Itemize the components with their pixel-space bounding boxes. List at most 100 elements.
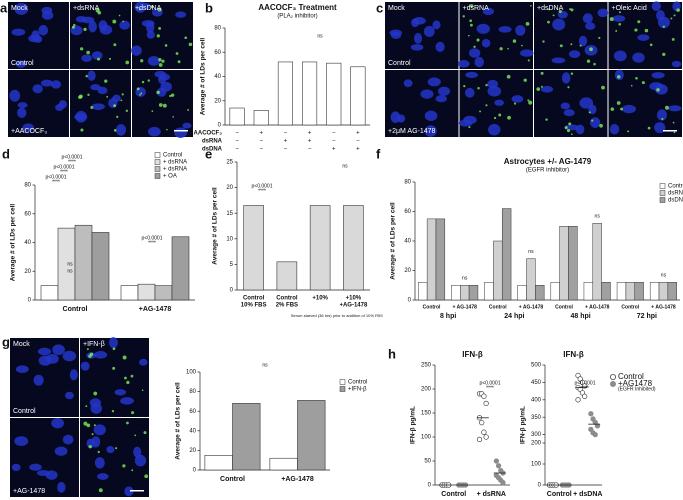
- cell-nucleus: [637, 34, 650, 41]
- cell-nucleus: [423, 25, 435, 38]
- lipid-droplet: [140, 59, 144, 63]
- lipid-droplet: [91, 433, 94, 436]
- lipid-droplet: [523, 78, 527, 82]
- cell-nucleus: [563, 109, 575, 117]
- cell-nucleus: [515, 25, 526, 36]
- bar: [204, 454, 233, 471]
- significance-label: p<0.0001: [62, 154, 83, 160]
- lipid-droplet: [670, 17, 673, 20]
- cell-nucleus: [55, 104, 64, 112]
- cell-nucleus: [154, 70, 167, 78]
- lipid-droplet: [661, 117, 664, 121]
- lipid-droplet: [593, 62, 596, 66]
- image-label: +2μM AG-1478: [388, 128, 436, 135]
- bar: [592, 223, 602, 301]
- cell-nucleus: [578, 35, 588, 47]
- bar: [418, 282, 428, 301]
- cell-nucleus: [91, 51, 103, 60]
- y-tick-label: 80: [24, 183, 31, 189]
- lipid-droplet: [476, 38, 480, 42]
- significance-label: ns: [67, 261, 73, 267]
- legend-swatch: [154, 166, 161, 172]
- lipid-droplet: [566, 128, 571, 133]
- lipid-droplet: [113, 104, 117, 108]
- cell-nucleus: [424, 110, 438, 122]
- y-tick-label: 5: [230, 262, 234, 268]
- significance-label: ns: [661, 273, 667, 279]
- y-axis-label: IFN-β pg/mL: [520, 406, 527, 444]
- cell-nucleus: [97, 86, 108, 95]
- image-label: Control: [388, 60, 411, 67]
- lipid-droplet: [158, 26, 162, 30]
- bar: [460, 285, 470, 301]
- y-tick-label: 60: [24, 211, 31, 217]
- lipid-droplet: [589, 47, 593, 52]
- lipid-droplet: [656, 88, 660, 92]
- x-tick-label: +AG-1478: [139, 306, 172, 313]
- y-tick-label: 50: [424, 459, 431, 465]
- legend-label: + OA: [163, 174, 177, 180]
- cell-nucleus: [28, 34, 41, 43]
- lipid-droplet: [112, 347, 116, 351]
- condition-sign: −: [235, 139, 239, 145]
- group-label: 24 hpi: [504, 313, 524, 320]
- lipid-droplet: [591, 119, 594, 122]
- lipid-droplet: [124, 376, 127, 380]
- condition-sign: +: [356, 147, 360, 153]
- data-point: [481, 429, 487, 435]
- lipid-droplet: [485, 83, 488, 87]
- lipid-droplet: [177, 60, 181, 64]
- bar: [625, 282, 635, 301]
- y-axis-label: Average # of LDs per cell: [10, 204, 17, 282]
- y-tick-label: 400: [531, 397, 542, 403]
- lipid-droplet: [151, 110, 154, 113]
- y-tick-label: 60: [214, 50, 221, 56]
- lipid-droplet: [570, 43, 573, 46]
- lipid-droplet: [527, 99, 530, 102]
- lipid-droplet: [141, 389, 144, 392]
- lipid-droplet: [112, 19, 117, 24]
- y-tick-label: 200: [421, 387, 432, 393]
- bar: [154, 285, 173, 301]
- cell-nucleus: [11, 463, 21, 472]
- cell-nucleus: [551, 57, 566, 64]
- lipid-droplet: [131, 469, 134, 472]
- lipid-droplet: [540, 85, 543, 88]
- condition-sign: −: [284, 147, 288, 153]
- bar: [120, 285, 139, 301]
- cell-nucleus: [99, 24, 113, 35]
- lipid-droplet: [477, 87, 480, 90]
- lipid-droplet: [599, 123, 603, 128]
- cell-nucleus: [22, 123, 34, 132]
- lipid-droplet: [157, 7, 162, 12]
- legend-label: Control: [348, 380, 367, 386]
- y-tick-label: 40: [24, 240, 31, 246]
- bar: [616, 282, 627, 301]
- lipid-droplet: [150, 5, 154, 9]
- legend-label: + dsRNA: [163, 167, 187, 173]
- subgroup-label: Control: [555, 304, 573, 310]
- legend-label: +AG1478: [618, 379, 653, 388]
- condition-sign: +: [308, 131, 312, 137]
- cell-nucleus: [654, 84, 668, 95]
- legend-swatch: [659, 197, 666, 203]
- panel-letter: c: [376, 0, 383, 15]
- y-axis-label: Average # of LDs per cell: [212, 187, 219, 265]
- lipid-droplet: [97, 11, 102, 15]
- cell-nucleus: [50, 80, 62, 89]
- x-tick-label: 2% FBS: [276, 303, 298, 309]
- cell-nucleus: [37, 347, 52, 356]
- lipid-droplet: [547, 20, 550, 24]
- cell-nucleus: [468, 48, 481, 58]
- lipid-droplet: [499, 47, 503, 51]
- cell-nucleus: [410, 44, 424, 51]
- lipid-droplet: [139, 93, 141, 96]
- y-tick-label: 200: [531, 441, 542, 447]
- image-label: Control: [11, 60, 34, 67]
- significance-label: ****: [258, 188, 266, 194]
- cell-nucleus: [651, 1, 661, 12]
- lipid-droplet: [112, 366, 116, 370]
- x-tick-label: Control: [441, 491, 466, 498]
- lipid-droplet: [571, 133, 573, 136]
- significance-label: ****: [148, 240, 156, 246]
